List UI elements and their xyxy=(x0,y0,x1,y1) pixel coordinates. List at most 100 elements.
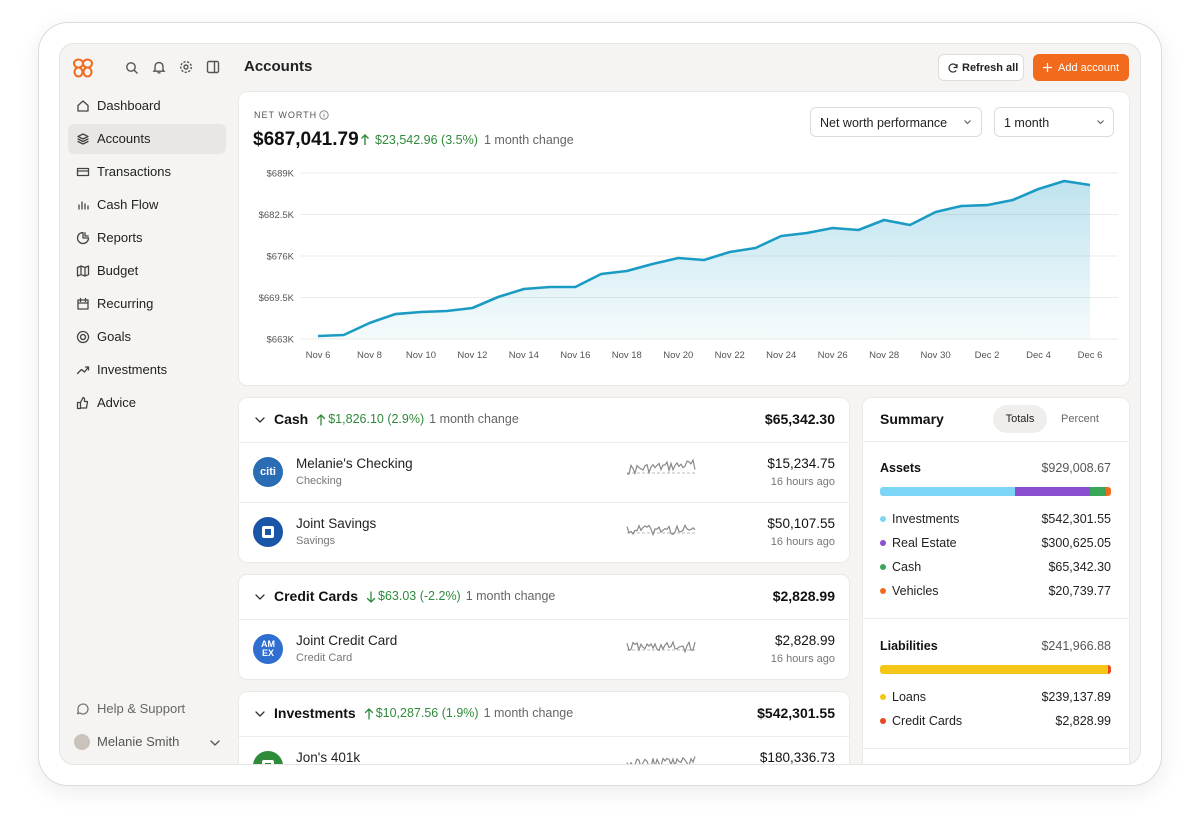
y-tick-label: $682.5K xyxy=(259,210,295,221)
nav-item[interactable]: Advice xyxy=(97,395,137,410)
nav-item[interactable]: Goals xyxy=(97,329,131,344)
group-change: $1,826.10 (2.9%) xyxy=(328,412,425,426)
nav-icon-path xyxy=(77,133,89,145)
group-change: $63.03 (-2.2%) xyxy=(378,589,461,603)
divider xyxy=(239,502,849,503)
group-total: $542,301.55 xyxy=(757,705,835,721)
app-window: Accounts Refresh all Add account NET WOR… xyxy=(60,44,1140,764)
x-tick-label: Nov 10 xyxy=(406,350,436,361)
nav-icon-path xyxy=(77,100,89,112)
group-period: 1 month change xyxy=(483,706,574,720)
account-balance: $15,234.75 xyxy=(767,455,835,471)
x-tick-label: Nov 30 xyxy=(921,350,951,361)
user-menu-chevron xyxy=(210,740,220,746)
summary-bar-segment xyxy=(880,487,1015,496)
account-updated: 16 hours ago xyxy=(770,652,835,665)
nav-icon-path xyxy=(76,265,90,277)
account-name[interactable]: Joint Savings xyxy=(296,515,377,531)
group-name[interactable]: Credit Cards xyxy=(274,588,359,604)
refresh-icon xyxy=(948,63,958,73)
account-type: Savings xyxy=(296,534,336,547)
refresh-button[interactable]: Refresh all xyxy=(938,54,1024,81)
panel-toggle-icon[interactable] xyxy=(206,60,220,74)
nav-item[interactable]: Budget xyxy=(97,263,139,278)
summary-bar-segment xyxy=(1108,665,1111,674)
summary-tab[interactable]: Totals xyxy=(1005,412,1035,425)
period-select[interactable]: 1 month xyxy=(994,107,1114,137)
account-balance: $2,828.99 xyxy=(774,632,835,648)
sparkline xyxy=(626,524,696,537)
legend-dot xyxy=(880,718,886,724)
nav-active-bg xyxy=(68,124,226,154)
nav-item[interactable]: Investments xyxy=(97,362,168,377)
period-label: 1 month xyxy=(1004,116,1050,130)
notifications-icon[interactable] xyxy=(152,60,166,74)
x-tick-label: Nov 12 xyxy=(457,350,487,361)
x-tick-label: Nov 22 xyxy=(715,350,745,361)
summary-bar-segment xyxy=(1014,487,1090,496)
app-logo[interactable] xyxy=(72,57,94,79)
page-title: Accounts xyxy=(244,58,313,75)
group-name[interactable]: Investments xyxy=(274,705,356,721)
group-name[interactable]: Cash xyxy=(274,411,309,427)
nav-icon-path xyxy=(76,396,89,410)
nav-item[interactable]: Transactions xyxy=(97,164,171,179)
summary-item-name: Investments xyxy=(892,512,960,526)
nav-icon xyxy=(76,265,90,277)
up-arrow-icon xyxy=(317,414,326,426)
x-tick-label: Nov 18 xyxy=(612,350,642,361)
chart-type-select[interactable]: Net worth performance xyxy=(810,107,982,137)
nav-item[interactable]: Reports xyxy=(97,230,143,245)
institution-logo: AM EX xyxy=(253,634,283,664)
institution-logo xyxy=(253,517,283,547)
summary-bar-segment xyxy=(880,665,1109,674)
nav-icon xyxy=(78,201,89,210)
help-link[interactable]: Help & Support xyxy=(97,701,186,716)
nav-icon xyxy=(76,366,90,375)
nav-icon xyxy=(76,167,90,177)
info-icon[interactable] xyxy=(319,110,329,120)
summary-item-value: $542,301.55 xyxy=(1041,512,1111,526)
nav-item[interactable]: Accounts xyxy=(97,131,151,146)
x-tick-label: Nov 28 xyxy=(869,350,899,361)
sparkline-path xyxy=(626,640,696,654)
x-tick-label: Nov 26 xyxy=(818,350,848,361)
x-tick-label: Nov 14 xyxy=(509,350,539,361)
collapse-chevron-path xyxy=(255,594,265,600)
sparkline-path xyxy=(626,458,696,476)
plus-icon xyxy=(1043,63,1052,72)
group-period: 1 month change xyxy=(429,412,519,426)
up-arrow-icon xyxy=(361,134,369,145)
settings-icon[interactable] xyxy=(179,60,193,74)
add-account-button[interactable]: Add account xyxy=(1033,54,1129,81)
logo-text: citi xyxy=(260,466,276,478)
nav-item[interactable]: Dashboard xyxy=(97,98,161,113)
chart-type-label: Net worth performance xyxy=(820,116,948,130)
legend-dot xyxy=(880,588,886,594)
nav-item[interactable]: Recurring xyxy=(97,296,154,311)
summary-card: Summary Totals Percent Assets $929,008.67 Inv… xyxy=(863,398,1129,764)
x-tick-label: Dec 2 xyxy=(975,350,1000,361)
y-tick-label: $676K xyxy=(267,252,295,263)
x-tick-label: Dec 4 xyxy=(1026,350,1051,361)
nav-item[interactable]: Cash Flow xyxy=(97,197,159,212)
summary-item-name: Real Estate xyxy=(892,536,957,550)
down-arrow-icon xyxy=(366,591,376,603)
account-name[interactable]: Melanie's Checking xyxy=(296,455,413,471)
search-icon[interactable] xyxy=(125,61,139,75)
help-icon xyxy=(76,703,89,715)
user-name[interactable]: Melanie Smith xyxy=(97,734,180,749)
collapse-chevron xyxy=(255,417,265,423)
account-name[interactable]: Joint Credit Card xyxy=(296,632,398,648)
account-type: Credit Card xyxy=(296,651,353,664)
net-worth-value: $687,041.79 xyxy=(253,129,359,150)
x-tick-label: Nov 20 xyxy=(663,350,693,361)
group-total: $2,828.99 xyxy=(772,588,835,604)
summary-tab[interactable]: Percent xyxy=(1061,412,1099,425)
logo-mark xyxy=(262,526,274,538)
summary-section-name: Liabilities xyxy=(880,639,938,653)
account-updated: 16 hours ago xyxy=(770,535,835,548)
account-name[interactable]: Jon's 401k xyxy=(296,749,361,765)
collapse-chevron-path xyxy=(255,711,265,717)
nav-icon-path xyxy=(76,330,90,344)
